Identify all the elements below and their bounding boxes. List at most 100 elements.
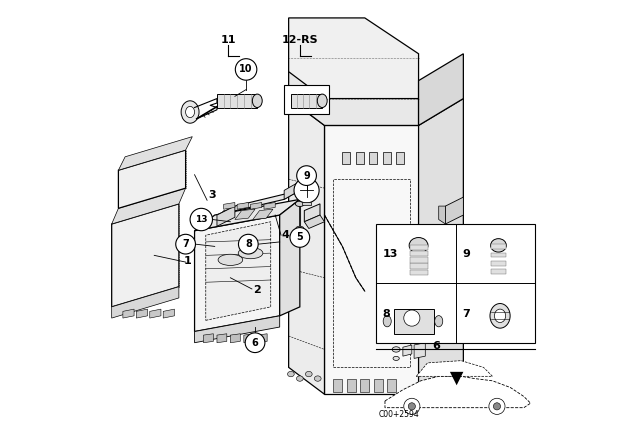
Polygon shape	[257, 334, 267, 343]
Circle shape	[176, 234, 195, 254]
Polygon shape	[112, 287, 179, 318]
Text: 8: 8	[245, 239, 252, 249]
Text: 13: 13	[383, 249, 398, 259]
Text: 6: 6	[252, 338, 259, 348]
Polygon shape	[445, 197, 463, 224]
Text: 13: 13	[195, 215, 207, 224]
Polygon shape	[195, 215, 280, 332]
Polygon shape	[284, 181, 300, 199]
Polygon shape	[289, 18, 419, 99]
Bar	[410, 257, 428, 263]
Ellipse shape	[186, 107, 195, 118]
Bar	[284, 85, 329, 114]
Circle shape	[404, 398, 420, 414]
Ellipse shape	[296, 226, 304, 231]
Bar	[387, 379, 396, 392]
Text: 1: 1	[184, 256, 191, 266]
Circle shape	[408, 403, 415, 410]
Bar	[410, 251, 428, 256]
Polygon shape	[439, 206, 445, 224]
Ellipse shape	[317, 94, 327, 108]
Polygon shape	[289, 36, 419, 125]
Polygon shape	[244, 334, 253, 343]
Polygon shape	[217, 334, 227, 343]
Ellipse shape	[218, 254, 243, 265]
Bar	[374, 379, 383, 392]
Polygon shape	[112, 204, 179, 307]
Polygon shape	[235, 209, 255, 220]
Ellipse shape	[287, 371, 294, 377]
Circle shape	[190, 208, 212, 231]
Ellipse shape	[435, 316, 443, 327]
Polygon shape	[217, 190, 300, 215]
Bar	[396, 152, 404, 164]
Polygon shape	[264, 202, 275, 209]
Polygon shape	[253, 209, 273, 220]
Bar	[376, 224, 535, 343]
Bar	[383, 152, 391, 164]
Polygon shape	[217, 206, 235, 226]
Polygon shape	[450, 372, 463, 385]
Polygon shape	[230, 334, 240, 343]
Ellipse shape	[181, 101, 199, 123]
Polygon shape	[289, 99, 324, 394]
Ellipse shape	[252, 94, 262, 108]
Polygon shape	[305, 204, 320, 222]
Text: 7: 7	[462, 309, 470, 319]
Ellipse shape	[491, 239, 506, 252]
Polygon shape	[291, 94, 323, 108]
Bar	[369, 152, 378, 164]
Polygon shape	[217, 94, 257, 108]
Bar	[410, 270, 428, 275]
Polygon shape	[150, 309, 161, 318]
Text: 5: 5	[296, 233, 303, 242]
Polygon shape	[251, 202, 262, 209]
Circle shape	[404, 310, 420, 326]
Bar	[360, 379, 369, 392]
Circle shape	[297, 166, 316, 185]
Polygon shape	[123, 309, 134, 318]
Bar	[394, 309, 435, 334]
Polygon shape	[112, 188, 186, 224]
Polygon shape	[118, 137, 192, 170]
Bar	[492, 245, 506, 249]
Bar	[347, 379, 356, 392]
Polygon shape	[136, 309, 148, 318]
Polygon shape	[118, 150, 186, 208]
Bar	[492, 261, 506, 266]
Circle shape	[239, 234, 258, 254]
Ellipse shape	[392, 347, 400, 352]
Polygon shape	[204, 334, 213, 343]
Bar	[410, 263, 428, 269]
Ellipse shape	[383, 316, 391, 327]
Circle shape	[294, 178, 319, 203]
Text: C00+2594: C00+2594	[378, 409, 419, 418]
Polygon shape	[414, 343, 425, 358]
Polygon shape	[305, 215, 324, 228]
Text: 11: 11	[220, 34, 236, 44]
Polygon shape	[206, 222, 271, 320]
Circle shape	[290, 228, 310, 247]
Ellipse shape	[490, 304, 510, 328]
Polygon shape	[217, 209, 237, 220]
Polygon shape	[195, 316, 280, 343]
Text: 9: 9	[303, 171, 310, 181]
Ellipse shape	[495, 309, 506, 323]
Circle shape	[493, 403, 500, 410]
Ellipse shape	[393, 357, 399, 360]
Circle shape	[245, 333, 265, 353]
Text: 7: 7	[182, 239, 189, 249]
Polygon shape	[419, 99, 463, 394]
Bar	[410, 245, 428, 250]
Ellipse shape	[409, 237, 428, 253]
Polygon shape	[280, 199, 300, 316]
Text: 8: 8	[383, 309, 390, 319]
Ellipse shape	[238, 247, 263, 259]
Bar	[492, 269, 506, 274]
Bar	[333, 379, 342, 392]
Polygon shape	[195, 199, 300, 231]
Text: 3: 3	[208, 190, 216, 200]
Ellipse shape	[296, 201, 305, 207]
Polygon shape	[417, 361, 493, 376]
Polygon shape	[324, 125, 419, 394]
